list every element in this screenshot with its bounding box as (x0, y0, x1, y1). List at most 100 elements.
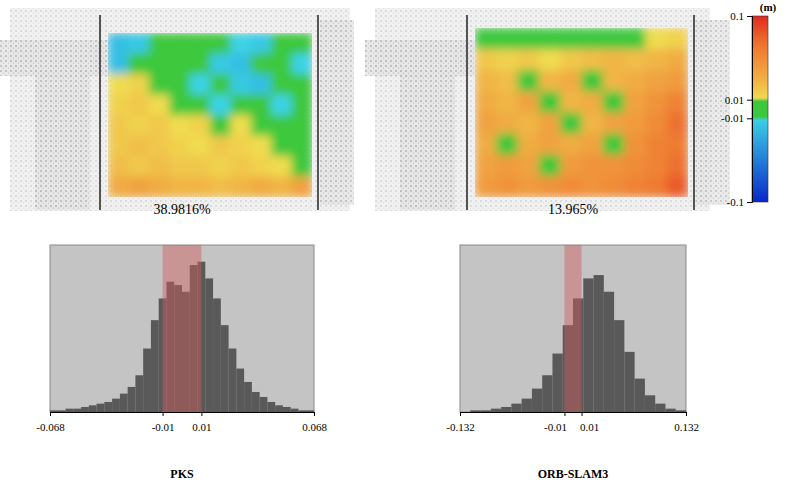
bar (143, 349, 151, 412)
bar (501, 407, 511, 412)
heat-cell (128, 74, 149, 95)
bar (112, 399, 120, 412)
bar (81, 407, 89, 412)
bar (645, 395, 655, 412)
point-cloud-area (10, 8, 350, 211)
heat-cell (624, 176, 646, 197)
heat-cell (251, 74, 272, 95)
heat-cell (128, 156, 149, 177)
heat-cell (603, 28, 625, 50)
heat-cell (518, 70, 540, 92)
heat-cell (667, 176, 688, 197)
bar (594, 275, 604, 412)
x-axis: -0.068 -0.01 0.01 0.068 (36, 412, 327, 433)
bars (50, 245, 314, 412)
heat-cell (582, 70, 604, 92)
heat-cell (210, 95, 231, 116)
heat-cell (667, 70, 688, 92)
heat-cell (518, 155, 540, 177)
heat-cell (251, 136, 272, 157)
heat-cell (539, 155, 561, 177)
histogram: -0.068 -0.01 0.01 0.068 38.9816% PKS (36, 202, 327, 481)
heat-cell (108, 177, 129, 198)
heat-cell (518, 49, 540, 71)
plot-background (50, 245, 314, 412)
heat-cell (475, 70, 497, 92)
heat-cell (582, 49, 604, 71)
bar (128, 387, 136, 412)
heat-cell (582, 176, 604, 197)
bar (260, 397, 268, 412)
heat-cell (667, 28, 688, 50)
tick-mark (747, 100, 752, 101)
tick: -0.01 (152, 412, 175, 433)
tick-label: 0.068 (302, 421, 327, 433)
heat-cell (624, 70, 646, 92)
bar (97, 404, 105, 412)
heat-cell (169, 136, 190, 157)
highlight-band (564, 245, 581, 412)
heat-cell (539, 91, 561, 113)
tick-mark (163, 412, 164, 416)
tick: -0.132 (446, 412, 474, 433)
tick-mark (460, 412, 461, 416)
heat-cell (230, 54, 251, 75)
point-cloud (0, 8, 354, 211)
colorbar-ramp (752, 16, 768, 202)
bar (460, 412, 470, 413)
heat-cell (128, 177, 149, 198)
heat-cell (496, 134, 518, 156)
heat-cell (128, 54, 149, 75)
heat-cell (292, 177, 312, 198)
heat-cell (190, 177, 211, 198)
point-cloud-edge (99, 15, 101, 210)
figure: -0.1-0.010.010.1(m)-0.068-0.010.010.0683… (0, 0, 800, 488)
heat-cell (560, 28, 582, 50)
heat-cell (169, 156, 190, 177)
bars (470, 245, 686, 412)
heat-cell (108, 95, 129, 116)
point-cloud-area (375, 8, 710, 211)
tick-mark (686, 412, 687, 416)
axis-line (747, 17, 753, 203)
heat-cell (667, 91, 688, 113)
heat-cell (603, 134, 625, 156)
heat-cell (667, 49, 688, 71)
heat-cell (518, 176, 540, 197)
heat-cell (108, 54, 129, 75)
heat-cell (518, 113, 540, 135)
x-label: PKS (170, 467, 194, 481)
heat-cell (667, 113, 688, 135)
bar (73, 409, 81, 412)
heat-cell (190, 156, 211, 177)
point-cloud-edge (693, 15, 695, 210)
bar (221, 325, 229, 412)
heat-cell (190, 115, 211, 136)
tick-label: 0.01 (192, 421, 211, 433)
point-cloud-column (35, 70, 90, 210)
heat-cell (169, 54, 190, 75)
bar (676, 410, 686, 412)
x-label: ORB-SLAM3 (538, 467, 609, 481)
bar (624, 352, 634, 412)
heat-cell (230, 95, 251, 116)
heat-cell (475, 155, 497, 177)
heat-cell (624, 155, 646, 177)
heat-cell (560, 91, 582, 113)
heat-cell (560, 49, 582, 71)
bar (306, 410, 314, 412)
tick: -0.01 (544, 412, 567, 433)
point-cloud-edge (317, 15, 319, 210)
tick-label: -0.01 (152, 421, 175, 433)
bar (58, 410, 66, 412)
heat-cell (603, 70, 625, 92)
bar (542, 375, 552, 412)
heat-cell (230, 115, 251, 136)
heat-cell (624, 134, 646, 156)
heat-cell (210, 115, 231, 136)
tick-mark (747, 118, 752, 119)
heat-cell (603, 155, 625, 177)
title: 38.9816% (153, 202, 211, 217)
tick: -0.068 (36, 412, 65, 433)
highlight-band (163, 245, 202, 412)
